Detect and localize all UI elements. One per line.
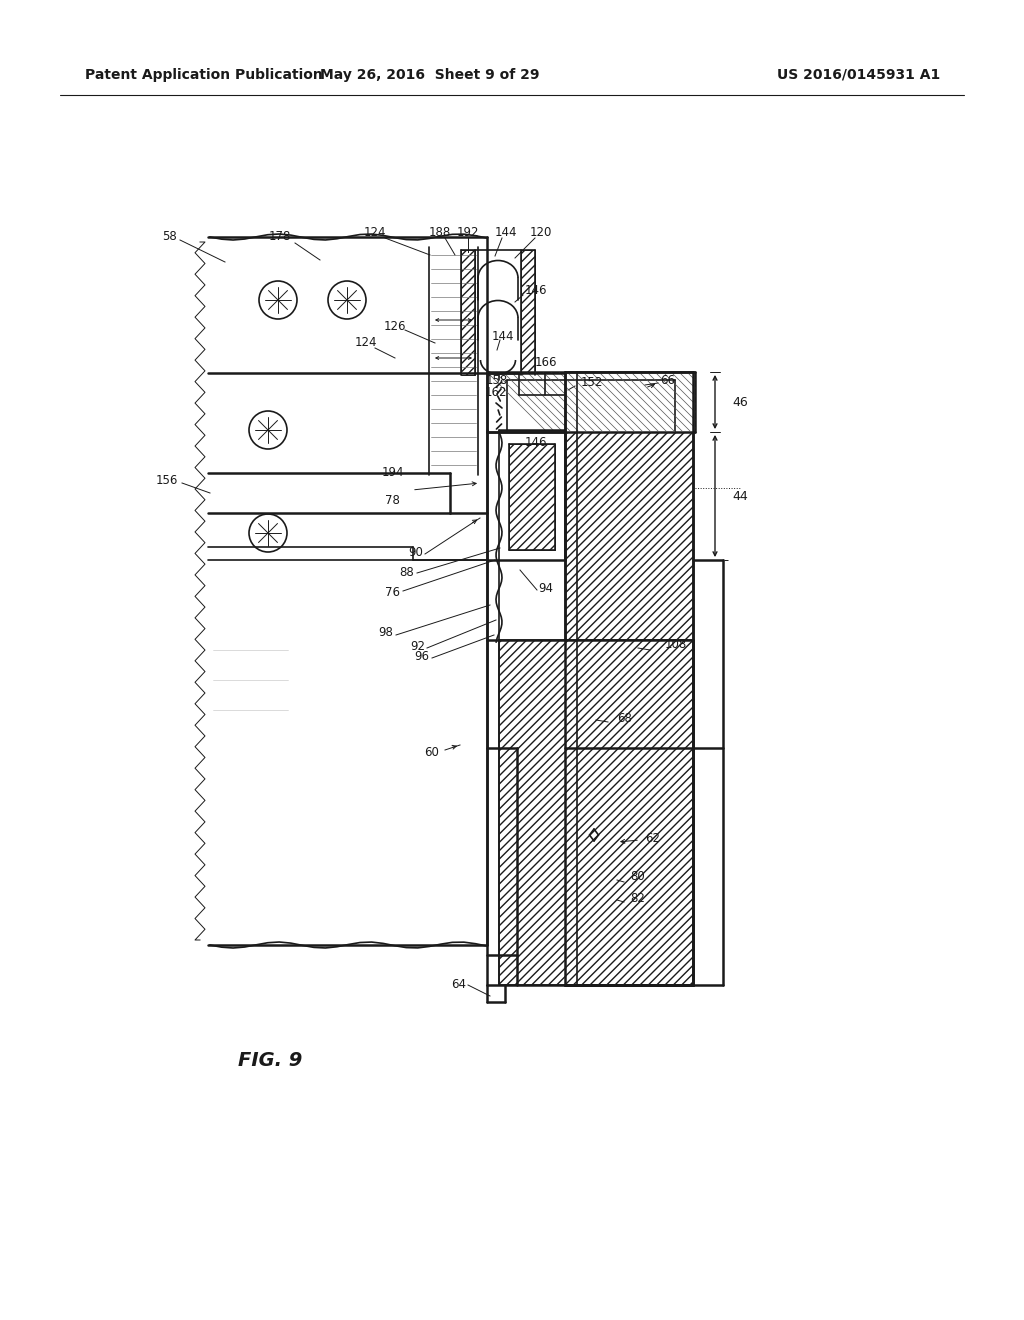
Text: 92: 92 [411,639,426,652]
Text: 144: 144 [492,330,514,343]
Text: 192: 192 [457,226,479,239]
Bar [509,444,555,550]
Text: 178: 178 [269,231,291,243]
Text: 124: 124 [364,226,386,239]
Text: 90: 90 [409,546,424,560]
Text: 144: 144 [495,226,517,239]
Text: 158: 158 [485,374,508,387]
Text: 80: 80 [630,870,645,883]
Bar [461,249,475,375]
Text: FIG. 9: FIG. 9 [238,1051,302,1069]
Bar [521,249,535,375]
Text: 126: 126 [384,321,407,334]
Text: May 26, 2016  Sheet 9 of 29: May 26, 2016 Sheet 9 of 29 [321,69,540,82]
Text: 124: 124 [354,337,377,350]
Text: Patent Application Publication: Patent Application Publication [85,69,323,82]
Text: 64: 64 [452,978,467,991]
Bar [487,640,693,985]
Text: 44: 44 [732,490,748,503]
Text: US 2016/0145931 A1: US 2016/0145931 A1 [777,69,940,82]
Text: 96: 96 [415,649,429,663]
Text: 120: 120 [529,226,552,239]
Text: 46: 46 [732,396,748,408]
Text: 98: 98 [379,626,393,639]
Text: 162: 162 [484,387,507,400]
Bar [565,372,693,985]
Text: 156: 156 [156,474,178,487]
Text: 78: 78 [385,494,399,507]
Text: 188: 188 [429,226,452,239]
Text: 152: 152 [581,376,603,389]
Text: 108: 108 [665,639,687,652]
Bar [208,238,487,945]
Text: 58: 58 [162,231,177,243]
Text: 166: 166 [535,356,557,370]
Text: 146: 146 [524,284,547,297]
Bar [565,372,693,985]
Text: 62: 62 [645,832,660,845]
Text: 60: 60 [425,747,439,759]
Text: 82: 82 [630,891,645,904]
Bar [499,640,693,985]
Text: 68: 68 [617,711,632,725]
Bar [499,374,565,432]
Bar [487,372,695,432]
Text: 146: 146 [524,437,547,450]
Text: 76: 76 [385,586,400,598]
Text: 94: 94 [539,582,554,594]
Text: 194: 194 [382,466,404,479]
Text: 88: 88 [399,565,415,578]
Text: 66: 66 [660,374,675,387]
